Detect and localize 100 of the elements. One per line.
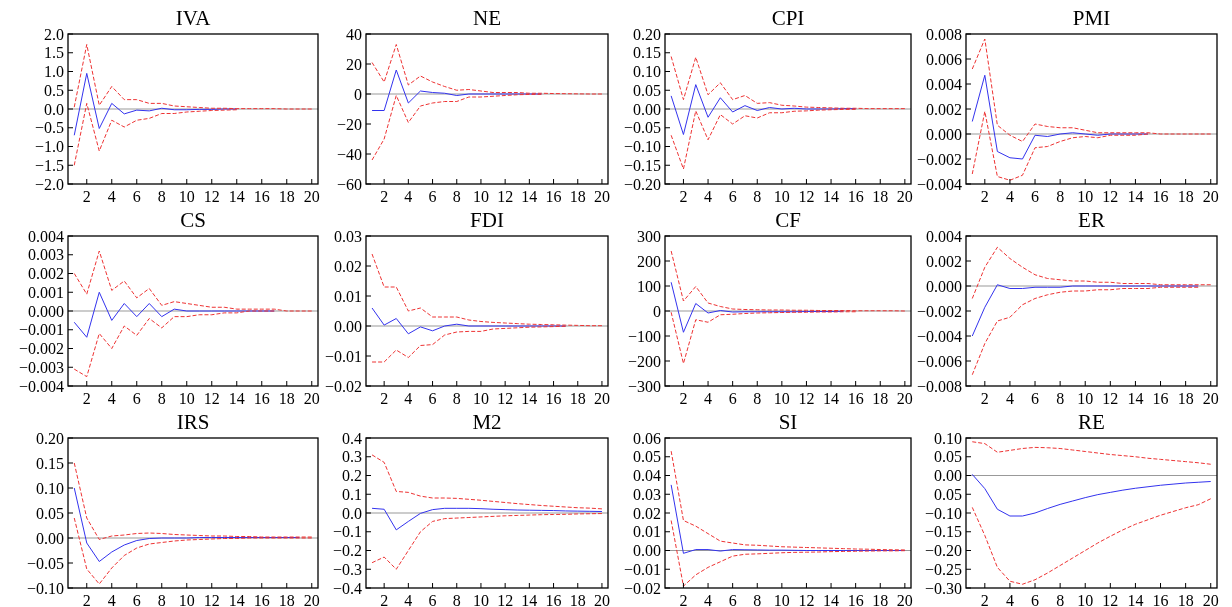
y-tick-label: 0.006 <box>926 50 962 68</box>
y-tick-label: 200 <box>637 252 661 270</box>
x-tick-label: 20 <box>1202 592 1219 607</box>
x-tick-label: 14 <box>823 188 840 205</box>
x-tick-label: 18 <box>569 188 586 205</box>
y-tick-label: 2.0 <box>44 25 64 43</box>
x-tick-label: 6 <box>1031 188 1040 205</box>
y-tick-label: 0.004 <box>926 75 962 93</box>
y-tick-label: −0.02 <box>324 377 362 395</box>
y-tick-label: −0.3 <box>332 560 362 578</box>
y-tick-label: 0.10 <box>934 429 962 447</box>
x-tick-label: 8 <box>157 390 166 407</box>
x-tick-label: 6 <box>428 390 437 407</box>
x-tick-label: 12 <box>798 390 815 407</box>
y-tick-label: −0.10 <box>924 504 962 522</box>
y-tick-label: 0.01 <box>633 523 661 541</box>
x-tick-label: 6 <box>1031 390 1040 407</box>
y-tick-label: 0.01 <box>334 287 362 305</box>
y-tick-label: −0.002 <box>916 150 962 168</box>
x-tick-label: 16 <box>847 188 864 205</box>
x-tick-label: 20 <box>303 390 320 407</box>
chart-title: CF <box>775 208 801 232</box>
x-tick-label: 2 <box>980 390 989 407</box>
chart-title: ER <box>1078 208 1105 232</box>
y-tick-label: −0.25 <box>924 560 962 578</box>
y-tick-label: 1.0 <box>44 63 64 81</box>
x-tick-label: 2 <box>380 390 389 407</box>
y-tick-label: 0.04 <box>633 467 661 485</box>
y-tick-label: 0.008 <box>926 25 962 43</box>
x-tick-label: 8 <box>753 592 762 607</box>
y-tick-label: 0.20 <box>36 429 64 447</box>
x-tick-label: 6 <box>428 188 437 205</box>
y-tick-label: −0.05 <box>623 119 661 137</box>
x-tick-label: 16 <box>1152 390 1169 407</box>
y-tick-label: 0.00 <box>36 529 64 547</box>
x-tick-label: 10 <box>773 188 790 205</box>
x-tick-label: 16 <box>545 592 562 607</box>
y-tick-label: 0.4 <box>342 429 362 447</box>
x-tick-label: 10 <box>178 188 195 205</box>
y-tick-label: −300 <box>627 377 661 395</box>
y-tick-label: 0.00 <box>633 542 661 560</box>
x-tick-label: 20 <box>303 592 320 607</box>
chart-title: NE <box>473 6 501 30</box>
x-tick-label: 4 <box>404 390 413 407</box>
x-tick-label: 4 <box>404 592 413 607</box>
y-tick-label: 0.00 <box>633 100 661 118</box>
x-tick-label: 18 <box>278 188 295 205</box>
x-tick-label: 16 <box>847 390 864 407</box>
y-tick-label: −0.003 <box>18 358 64 376</box>
y-tick-label: 0.03 <box>334 227 362 245</box>
y-tick-label: 0.002 <box>926 252 962 270</box>
y-tick-label: −0.30 <box>924 579 962 597</box>
y-tick-label: 0.004 <box>28 227 64 245</box>
x-tick-label: 2 <box>82 592 91 607</box>
y-tick-label: 0.002 <box>926 100 962 118</box>
x-tick-label: 14 <box>228 188 245 205</box>
chart-title: RE <box>1078 410 1105 434</box>
x-tick-label: 10 <box>472 390 489 407</box>
x-tick-label: 20 <box>896 592 913 607</box>
x-tick-label: 10 <box>1077 592 1094 607</box>
y-tick-label: 0.001 <box>28 283 64 301</box>
y-tick-label: 0.00 <box>334 317 362 335</box>
chart-title: M2 <box>472 410 502 434</box>
x-tick-label: 18 <box>1177 390 1194 407</box>
x-tick-label: 10 <box>178 592 195 607</box>
x-tick-label: 14 <box>1127 592 1144 607</box>
x-tick-label: 4 <box>107 390 116 407</box>
y-tick-label: −0.15 <box>924 523 962 541</box>
y-tick-label: 0.3 <box>342 448 362 466</box>
x-tick-label: 8 <box>1056 390 1065 407</box>
chart-title: CS <box>180 208 206 232</box>
y-tick-label: −1.0 <box>34 138 64 156</box>
x-tick-label: 8 <box>452 592 461 607</box>
x-tick-label: 8 <box>1056 592 1065 607</box>
y-tick-label: −1.5 <box>34 156 64 174</box>
y-tick-label: 0.06 <box>633 429 661 447</box>
y-tick-label: 40 <box>346 25 362 43</box>
x-tick-label: 18 <box>569 390 586 407</box>
x-tick-label: 14 <box>228 592 245 607</box>
chart-title: CPI <box>771 6 805 30</box>
y-tick-label: −0.001 <box>18 321 64 339</box>
x-tick-label: 18 <box>278 390 295 407</box>
x-tick-label: 4 <box>107 592 116 607</box>
x-tick-label: 8 <box>1056 188 1065 205</box>
y-tick-label: 0.15 <box>36 454 64 472</box>
y-tick-label: −0.002 <box>916 302 962 320</box>
y-tick-label: 0 <box>653 302 661 320</box>
x-tick-label: 16 <box>253 188 270 205</box>
y-tick-label: −0.5 <box>34 119 64 137</box>
y-tick-label: −200 <box>627 352 661 370</box>
x-tick-label: 12 <box>497 188 514 205</box>
x-tick-label: 8 <box>753 188 762 205</box>
y-tick-label: 0.20 <box>633 25 661 43</box>
x-tick-label: 12 <box>497 390 514 407</box>
x-tick-label: 14 <box>823 592 840 607</box>
y-tick-label: −0.02 <box>623 579 661 597</box>
x-tick-label: 4 <box>704 592 713 607</box>
x-tick-label: 2 <box>980 592 989 607</box>
x-tick-label: 18 <box>872 592 889 607</box>
x-tick-label: 10 <box>1077 390 1094 407</box>
